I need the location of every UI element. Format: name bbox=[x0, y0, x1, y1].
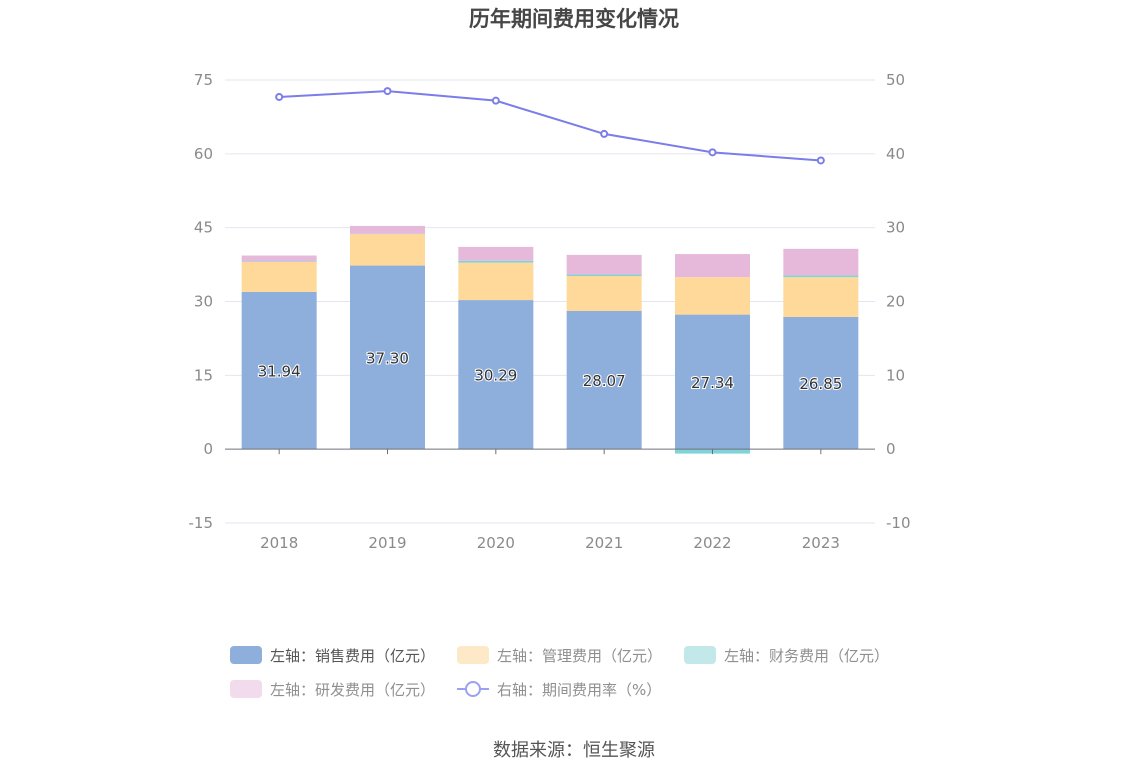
bar-segment bbox=[350, 234, 425, 266]
right-axis-tick-label: 40 bbox=[886, 145, 905, 163]
bar-data-label: 37.30 bbox=[366, 349, 409, 367]
bar-segment bbox=[566, 310, 642, 450]
legend-swatch-admin bbox=[457, 646, 490, 664]
legend-label-expense-ratio: 右轴：期间费用率（%） bbox=[497, 680, 662, 699]
bar-segment bbox=[675, 314, 750, 450]
legend-swatch-sales bbox=[230, 646, 262, 664]
legend-label-admin: 左轴：管理费用（亿元） bbox=[497, 646, 663, 665]
bar-segment bbox=[566, 254, 642, 275]
left-axis-tick-label: 30 bbox=[194, 293, 213, 311]
bar-data-label: 31.94 bbox=[258, 363, 301, 381]
expense-ratio-point bbox=[600, 129, 609, 138]
right-axis-tick-label: 0 bbox=[886, 440, 896, 458]
legend-item-expense-ratio[interactable]: 右轴：期间费用率（%） bbox=[457, 679, 661, 700]
x-axis-tick-label: 2022 bbox=[693, 534, 731, 552]
bar-segment bbox=[783, 275, 859, 278]
left-axis-tick-label: 0 bbox=[203, 440, 213, 458]
expense-ratio-point bbox=[708, 148, 717, 157]
bar-segment bbox=[783, 317, 859, 450]
left-axis-tick-label: -15 bbox=[189, 514, 214, 532]
bar-segment bbox=[458, 260, 534, 263]
legend-item-admin[interactable]: 左轴：管理费用（亿元） bbox=[457, 645, 662, 666]
legend-item-rnd[interactable]: 左轴：研发费用（亿元） bbox=[230, 679, 435, 700]
legend-item-finance[interactable]: 左轴：财务费用（亿元） bbox=[684, 645, 889, 666]
expense-ratio-line bbox=[279, 90, 821, 162]
right-axis-tick-label: 50 bbox=[886, 71, 905, 89]
bar-segment bbox=[783, 277, 859, 318]
chart-title: 历年期间费用变化情况 bbox=[469, 7, 679, 31]
x-axis-tick-label: 2023 bbox=[802, 534, 840, 552]
bar-segment bbox=[566, 274, 642, 277]
right-axis-tick-label: -10 bbox=[886, 514, 911, 532]
bar-segment bbox=[350, 265, 425, 450]
bar-segment bbox=[675, 254, 750, 278]
legend-label-finance: 左轴：财务费用（亿元） bbox=[724, 646, 890, 665]
expense-ratio-point bbox=[491, 96, 500, 105]
bar-segment bbox=[566, 276, 642, 311]
bar-data-label: 26.85 bbox=[799, 375, 842, 393]
bar-data-label: 27.34 bbox=[691, 374, 734, 392]
legend-line-marker-icon bbox=[457, 680, 490, 698]
legend-swatch-rnd bbox=[230, 680, 262, 698]
bar-data-label: 28.07 bbox=[583, 372, 626, 390]
right-axis-tick-label: 30 bbox=[886, 219, 905, 237]
left-axis-tick-label: 75 bbox=[194, 71, 213, 89]
bar-segment bbox=[783, 248, 859, 276]
bar-segment bbox=[675, 277, 750, 315]
bar-segment bbox=[241, 261, 317, 292]
left-axis-tick-label: 60 bbox=[194, 145, 213, 163]
expense-ratio-point bbox=[383, 87, 392, 96]
x-axis-tick-label: 2021 bbox=[585, 534, 623, 552]
right-axis-tick-label: 10 bbox=[886, 366, 905, 384]
left-axis-tick-label: 45 bbox=[194, 219, 213, 237]
data-source: 数据来源：恒生聚源 bbox=[493, 740, 655, 761]
chart-legend: 左轴：销售费用（亿元） 左轴：管理费用（亿元） 左轴：财务费用（亿元） 左轴：研… bbox=[230, 638, 930, 706]
bar-segment bbox=[241, 291, 317, 450]
bar-data-label: 30.29 bbox=[474, 367, 517, 385]
legend-label-sales: 左轴：销售费用（亿元） bbox=[270, 646, 436, 665]
expense-ratio-point bbox=[816, 156, 825, 165]
bar-segment bbox=[241, 255, 317, 262]
legend-label-rnd: 左轴：研发费用（亿元） bbox=[270, 680, 436, 699]
left-axis-tick-label: 15 bbox=[194, 366, 213, 384]
bar-segment bbox=[458, 300, 534, 450]
right-axis-tick-label: 20 bbox=[886, 293, 905, 311]
bar-segment bbox=[350, 225, 425, 234]
x-axis-tick-label: 2019 bbox=[368, 534, 406, 552]
x-axis-tick-label: 2018 bbox=[260, 534, 298, 552]
bar-segment bbox=[458, 262, 534, 301]
bar-segment bbox=[458, 246, 534, 261]
x-axis-tick-label: 2020 bbox=[477, 534, 515, 552]
chart-plot: 75 60 45 30 15 0 -15 50 40 30 20 10 0 -10 31.94 2018 37.… bbox=[189, 71, 911, 552]
expense-ratio-point bbox=[275, 92, 284, 101]
legend-item-sales[interactable]: 左轴：销售费用（亿元） bbox=[230, 645, 435, 666]
legend-swatch-finance bbox=[684, 646, 717, 664]
